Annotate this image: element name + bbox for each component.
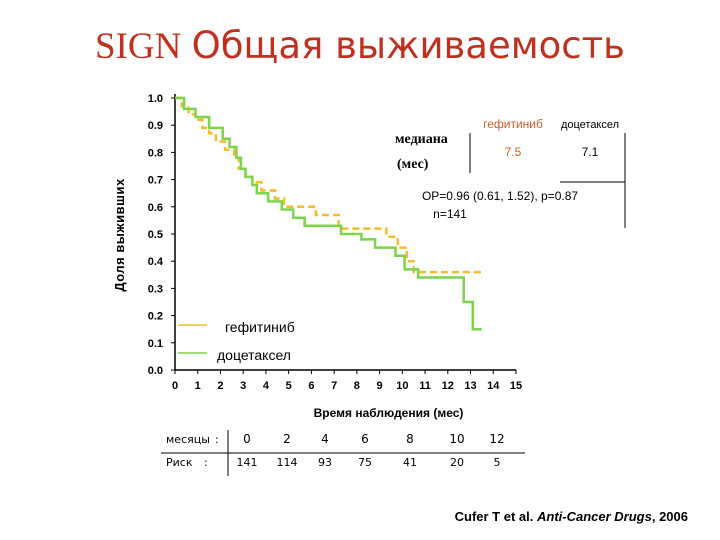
x-tick-label: 6 xyxy=(308,380,314,392)
x-tick-label: 5 xyxy=(286,380,292,392)
risk-table-at-risk: 20 xyxy=(450,456,464,469)
risk-table-at-risk: 141 xyxy=(237,456,258,469)
median-label: медиана xyxy=(395,132,448,147)
median-header-docetaxel: доцетаксел xyxy=(561,119,619,131)
legend-label: гефитиниб xyxy=(225,319,295,335)
median-value-docetaxel: 7.1 xyxy=(582,145,599,159)
risk-table-month: 8 xyxy=(406,432,414,446)
x-tick-label: 9 xyxy=(377,380,383,392)
y-axis-label: Доля выживших xyxy=(112,178,127,292)
y-tick-label: 0.7 xyxy=(148,175,163,187)
risk-table-month: 0 xyxy=(243,432,251,446)
y-tick-label: 0.0 xyxy=(148,365,163,377)
x-tick-label: 13 xyxy=(464,380,476,392)
x-tick-label: 0 xyxy=(172,380,178,392)
risk-table-month: 6 xyxy=(361,432,369,446)
y-tick-label: 0.8 xyxy=(148,147,163,159)
page-title: SIGN Общая выживаемость xyxy=(0,22,720,71)
y-tick-label: 0.5 xyxy=(148,229,163,241)
legend-label: доцетаксел xyxy=(217,347,291,363)
y-tick-label: 0.9 xyxy=(148,120,163,132)
x-tick-label: 12 xyxy=(442,380,454,392)
risk-table-months-label: месяцы xyxy=(166,433,210,446)
title-overall-survival: Общая выживаемость xyxy=(191,24,625,67)
x-tick-label: 4 xyxy=(263,380,270,392)
x-tick-label: 2 xyxy=(217,380,223,392)
x-tick-label: 14 xyxy=(487,380,500,392)
median-header-gefitinib: гефитиниб xyxy=(483,117,543,131)
risk-table-month: 10 xyxy=(449,432,464,446)
median-value-gefitinib: 7.5 xyxy=(505,145,522,159)
y-tick-label: 0.3 xyxy=(148,283,163,295)
y-tick-label: 1.0 xyxy=(148,93,163,105)
title-sign: SIGN xyxy=(94,26,182,67)
y-tick-label: 0.1 xyxy=(148,338,163,350)
x-tick-label: 3 xyxy=(240,380,246,392)
risk-table-at-risk: 41 xyxy=(403,456,417,469)
risk-table-colon: : xyxy=(204,456,208,469)
y-tick-label: 0.2 xyxy=(148,311,163,323)
x-axis-label: Время наблюдения (мес) xyxy=(314,406,464,420)
x-tick-label: 1 xyxy=(195,380,201,392)
risk-table-at-risk: 75 xyxy=(358,456,372,469)
series-gefitinib-line xyxy=(175,96,482,274)
sample-size: n=141 xyxy=(433,207,467,221)
y-tick-label: 0.4 xyxy=(148,256,164,268)
x-tick-label: 15 xyxy=(510,380,522,392)
citation-journal: Anti-Cancer Drugs xyxy=(536,509,652,524)
risk-table-month: 4 xyxy=(321,432,329,446)
risk-table-at-risk: 5 xyxy=(494,456,501,469)
median-unit-label: (мес) xyxy=(397,157,429,172)
x-tick-label: 11 xyxy=(419,380,431,392)
x-tick-label: 8 xyxy=(354,380,360,392)
citation-year: , 2006 xyxy=(651,509,688,524)
citation-authors: Cufer T et al. xyxy=(454,509,534,524)
y-tick-label: 0.6 xyxy=(148,202,163,214)
risk-table-risk-label: Риск xyxy=(166,456,193,469)
risk-table-at-risk: 93 xyxy=(318,456,332,469)
x-tick-label: 10 xyxy=(396,380,408,392)
risk-table-month: 2 xyxy=(283,432,291,446)
x-tick-label: 7 xyxy=(331,380,337,392)
hazard-ratio: ОР=0.96 (0.61, 1.52), p=0.87 xyxy=(422,189,578,203)
citation: Cufer T et al. Anti-Cancer Drugs, 2006 xyxy=(455,509,688,524)
risk-table-at-risk: 114 xyxy=(277,456,298,469)
risk-table-colon: : xyxy=(215,433,219,446)
series-docetaxel-line xyxy=(175,96,482,331)
risk-table-month: 12 xyxy=(489,432,504,446)
